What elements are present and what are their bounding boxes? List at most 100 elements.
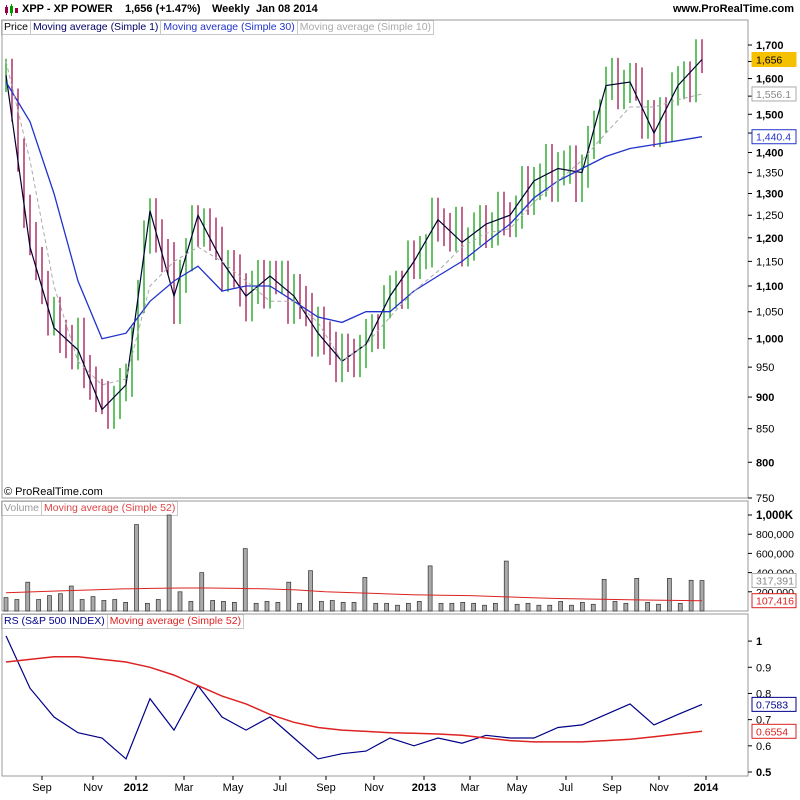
legend-volume[interactable]: Volume [1, 501, 43, 516]
axes: 1,700 1,650 1,600 1,550 1,500 1,450 1,400 1,350… [32, 40, 797, 794]
price-change: 1,656 (+1.47%) [125, 3, 201, 15]
volume-bar [427, 565, 433, 612]
legend-price[interactable]: Price [1, 20, 31, 35]
rs-panel [5, 635, 703, 760]
rs-frame [1, 613, 749, 777]
volume-bar [569, 604, 574, 612]
volume-bar [47, 595, 52, 612]
rs-tick-label: 0.6 [756, 741, 771, 753]
volume-bar [580, 602, 585, 612]
volume-bar [3, 597, 9, 612]
volume-bar [514, 603, 520, 612]
rs-line [5, 635, 703, 760]
price-tick-label: 1,150 [756, 256, 784, 268]
legend-volume-ma[interactable]: Moving average (Simple 52) [41, 501, 179, 516]
volume-bar [525, 602, 531, 612]
volume-bar [25, 581, 31, 612]
volume-bar [482, 604, 487, 612]
volume-bar [362, 577, 368, 612]
volume-bar [645, 602, 650, 612]
volume-bar [177, 591, 183, 612]
x-tick-label: Sep [32, 782, 52, 794]
price-tick-label: 1,050 [756, 307, 784, 319]
volume-bar [656, 603, 661, 612]
volume-bar [493, 602, 498, 612]
x-tick-label: Nov [364, 782, 384, 794]
volume-bar [199, 572, 205, 612]
volume-bar [297, 602, 302, 612]
panel-frames [1, 19, 749, 777]
price-tick-label: 950 [756, 362, 774, 374]
volume-bar [188, 601, 194, 612]
volume-bar [471, 602, 476, 612]
rs-tick-label: 0.5 [756, 767, 771, 779]
volume-bar [677, 602, 683, 612]
price-tick-label: 1,500 [756, 109, 784, 121]
ma10-line [5, 61, 703, 386]
candlestick-icon [5, 4, 18, 16]
volume-bar [460, 602, 466, 612]
price-frame [1, 19, 749, 499]
volume-bar [612, 601, 618, 612]
price-tag-box [751, 52, 797, 68]
volume-bar [242, 548, 248, 612]
price-tick-label: 1,600 [756, 74, 784, 86]
legend-rs[interactable]: RS (S&P 500 INDEX) [1, 614, 108, 629]
volume-bar [112, 599, 118, 612]
x-tick-label: May [507, 782, 528, 794]
volume-bar [232, 602, 237, 612]
volume-bar [351, 602, 357, 612]
legend-ma30[interactable]: Moving average (Simple 30) [160, 20, 298, 35]
rs-ma-line [5, 656, 703, 743]
volume-frame [1, 500, 749, 612]
volume-bar [340, 602, 346, 612]
volume-bar [79, 599, 85, 612]
volume-bar [503, 560, 509, 612]
volume-bar [547, 604, 553, 612]
volume-bar [166, 514, 172, 612]
rs-tick-label: 0.7 [756, 715, 771, 727]
legend-ma1[interactable]: Moving average (Simple 1) [29, 20, 162, 35]
rs-tag-box [751, 696, 797, 712]
rs-tick-label: 0.9 [756, 662, 771, 674]
volume-bar [58, 593, 63, 612]
volume-tick-label: 600,000 [756, 548, 794, 560]
legend-rs-ma[interactable]: Moving average (Simple 52) [106, 614, 245, 629]
volume-tick-label: 800,000 [756, 529, 794, 541]
price-tick-label: 1,650 [756, 57, 784, 69]
volume-bar [438, 602, 444, 612]
copyright: © ProRealTime.com [4, 486, 103, 498]
price-tick-label: 1,550 [756, 91, 784, 103]
volume-bar [68, 585, 74, 612]
price-panel [5, 39, 703, 429]
volume-bar [275, 602, 281, 612]
price-tag: 1,656 [756, 55, 782, 67]
volume-bar [395, 604, 400, 612]
price-tick-label: 800 [756, 457, 774, 469]
x-tick-label: Nov [649, 782, 669, 794]
source-link[interactable]: www.ProRealTime.com [672, 3, 794, 15]
volume-bar [558, 601, 563, 612]
volume-bar [155, 599, 161, 612]
price-tick-label: 1,400 [756, 147, 784, 159]
x-tick-label: Mar [461, 782, 480, 794]
volume-ma-tag: 107,416 [756, 596, 794, 608]
rs-tag: 0.7583 [756, 699, 788, 711]
volume-bar [221, 601, 226, 612]
volume-legend: Volume Moving average (Simple 52) [1, 501, 179, 516]
legend-ma10[interactable]: Moving average (Simple 10) [296, 20, 435, 35]
x-tick-label: Sep [316, 782, 336, 794]
volume-bar [286, 581, 292, 612]
volume-bar [253, 602, 259, 612]
volume-bar [123, 602, 128, 612]
volume-bar [36, 599, 41, 612]
date-label: Jan 08 2014 [256, 3, 318, 15]
ma10-tag: 1,556.1 [756, 89, 791, 101]
volume-bar [699, 580, 705, 612]
volume-tick-label: 400,000 [756, 568, 794, 580]
x-tick-label: May [223, 782, 244, 794]
volume-bar [308, 570, 313, 612]
price-close-line [5, 59, 703, 411]
volume-tag-box [751, 573, 797, 589]
